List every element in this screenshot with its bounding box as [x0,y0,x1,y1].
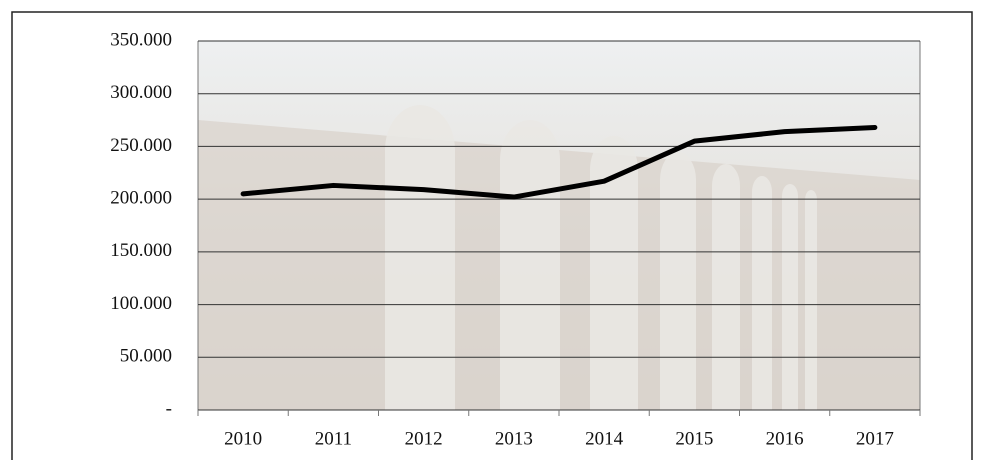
y-tick-label: 200.000 [110,188,172,209]
x-tick-label: 2011 [315,428,352,449]
y-tick-label: - [166,398,172,419]
y-tick-label: 100.000 [110,293,172,314]
y-tick-label: 50.000 [120,346,172,367]
line-series [240,124,878,200]
y-tick-label: 150.000 [110,240,172,261]
x-tick-label: 2013 [495,428,533,449]
y-tick-label: 350.000 [110,29,172,50]
x-tick-label: 2016 [766,428,804,449]
x-tick-label: 2017 [856,428,894,449]
x-tick-label: 2015 [675,428,713,449]
background-picture [198,41,920,410]
x-tick-label: 2012 [405,428,443,449]
x-tick-label: 2010 [224,428,262,449]
y-tick-label: 250.000 [110,135,172,156]
frame [11,11,973,460]
y-tick-label: 300.000 [110,82,172,103]
x-tick-label: 2014 [585,428,624,449]
